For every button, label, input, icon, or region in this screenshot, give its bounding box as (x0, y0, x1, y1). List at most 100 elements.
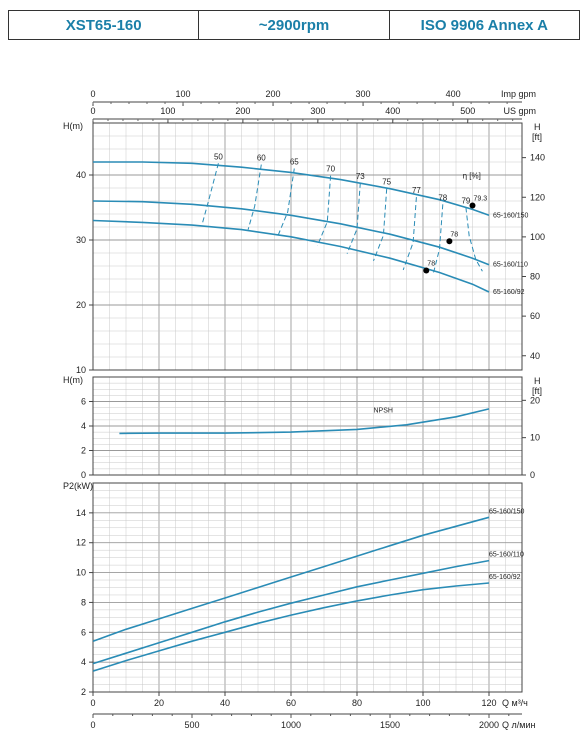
imp-gpm-label: 0 (90, 89, 95, 99)
head-ytick-label: 10 (76, 365, 86, 375)
power-curve-label: 65-160/110 (489, 552, 524, 559)
head-ytick-label: 30 (76, 235, 86, 245)
x-axis-label: Q м³/ч (502, 698, 528, 708)
npsh-ytick-label: 4 (81, 421, 86, 431)
head-curve (92, 200, 490, 266)
npsh-curve-label: NPSH (374, 408, 393, 415)
lmin-tick-label: 0 (90, 720, 95, 730)
standard-title: ISO 9906 Annex A (388, 11, 579, 39)
efficiency-line (402, 197, 417, 271)
efficiency-label: 50 (214, 152, 223, 161)
power-ytick-label: 2 (81, 687, 86, 697)
bep-point (423, 267, 430, 274)
head-ft-label: 40 (530, 351, 540, 361)
x-tick-label: 80 (352, 698, 362, 708)
bep-point (469, 202, 476, 209)
power-frame (92, 482, 523, 693)
power-ytick-label: 14 (76, 508, 86, 518)
head-ft-label: 80 (530, 272, 540, 282)
npsh-ylabel: H(m) (63, 375, 83, 385)
power-ytick-label: 6 (81, 627, 86, 637)
power-ytick-label: 12 (76, 538, 86, 548)
x-tick-label: 120 (481, 698, 496, 708)
efficiency-label: 75 (382, 178, 391, 187)
efficiency-line (277, 168, 295, 237)
model-title: XST65-160 (65, 16, 142, 34)
efficiency-label: 70 (326, 165, 335, 174)
head-ft-label: 100 (530, 232, 545, 242)
lmin-tick-label: 1500 (380, 720, 400, 730)
efficiency-line (373, 188, 388, 261)
head-curve-label: 65-160/150 (493, 212, 529, 219)
power-curve-label: 65-160/150 (489, 508, 525, 515)
lmin-tick-label: 1000 (281, 720, 301, 730)
npsh-ytick-label: 0 (81, 470, 86, 480)
power-curve-label: 65-160/92 (489, 574, 521, 581)
head-curve-label: 65-160/92 (493, 289, 525, 296)
head-curve (93, 161, 490, 217)
x-tick-label: 0 (90, 698, 95, 708)
power-ytick-label: 10 (76, 568, 86, 578)
efficiency-line (247, 164, 262, 230)
efficiency-label: 60 (257, 154, 266, 163)
power-ytick-label: 4 (81, 657, 86, 667)
us-gpm-label: 400 (385, 106, 400, 116)
efficiency-axis-label: η [%] (463, 171, 481, 180)
imp-gpm-label: 400 (446, 89, 461, 99)
head-curve (92, 219, 490, 293)
bep-point (446, 238, 453, 245)
x-tick-label: 60 (286, 698, 296, 708)
power-curve (92, 516, 490, 642)
efficiency-line (465, 207, 483, 272)
power-ylabel: P2(kW) (63, 481, 93, 491)
x-tick-label: 40 (220, 698, 230, 708)
efficiency-label: 77 (412, 186, 421, 195)
head-ytick-label: 40 (76, 170, 86, 180)
us-gpm-title: US gpm (503, 106, 536, 116)
head-curve-label: 65-160/110 (493, 262, 528, 269)
chart-header: XST65-160 ~2900rpm ISO 9906 Annex A (8, 10, 580, 40)
npsh-ft-label: 20 (530, 395, 540, 405)
head-ylabel: H(m) (63, 121, 83, 131)
x-tick-label: 20 (154, 698, 164, 708)
efficiency-label: 78 (438, 193, 447, 202)
head-ft-label: 60 (530, 311, 540, 321)
power-curve (92, 582, 490, 672)
npsh-ytick-label: 6 (81, 397, 86, 407)
x-tick-label: 100 (415, 698, 430, 708)
imp-gpm-title: Imp gpm (501, 89, 536, 99)
npsh-curve (119, 408, 490, 435)
speed-title: ~2900rpm (198, 11, 388, 39)
head-ft-label: 120 (530, 192, 545, 202)
npsh-ft-label: 10 (530, 433, 540, 443)
efficiency-label: 73 (356, 172, 365, 181)
bep-label: 78 (450, 231, 458, 238)
lmin-tick-label: 500 (184, 720, 199, 730)
us-gpm-label: 0 (90, 106, 95, 116)
npsh-ft-title: H (534, 376, 541, 386)
bep-label: 79.3 (474, 196, 488, 203)
us-gpm-label: 300 (310, 106, 325, 116)
us-gpm-label: 500 (460, 106, 475, 116)
imp-gpm-label: 300 (356, 89, 371, 99)
power-curve (92, 559, 490, 665)
head-ytick-label: 20 (76, 300, 86, 310)
npsh-ft-label: 0 (530, 470, 535, 480)
head-ft-label: 140 (530, 153, 545, 163)
efficiency-line (346, 182, 361, 254)
us-gpm-label: 100 (160, 106, 175, 116)
imp-gpm-label: 100 (176, 89, 191, 99)
lmin-tick-label: 2000 (479, 720, 499, 730)
efficiency-line (432, 204, 444, 276)
efficiency-label: 79 (461, 197, 470, 206)
head-frame (92, 122, 523, 371)
efficiency-label: 65 (290, 158, 299, 167)
npsh-ytick-label: 2 (81, 446, 86, 456)
power-ytick-label: 8 (81, 597, 86, 607)
bep-label: 78 (427, 261, 435, 268)
npsh-ft-unit: [ft] (532, 386, 542, 396)
lmin-axis-label: Q л/мин (502, 720, 535, 730)
us-gpm-label: 200 (235, 106, 250, 116)
head-ft-title: H (534, 122, 541, 132)
